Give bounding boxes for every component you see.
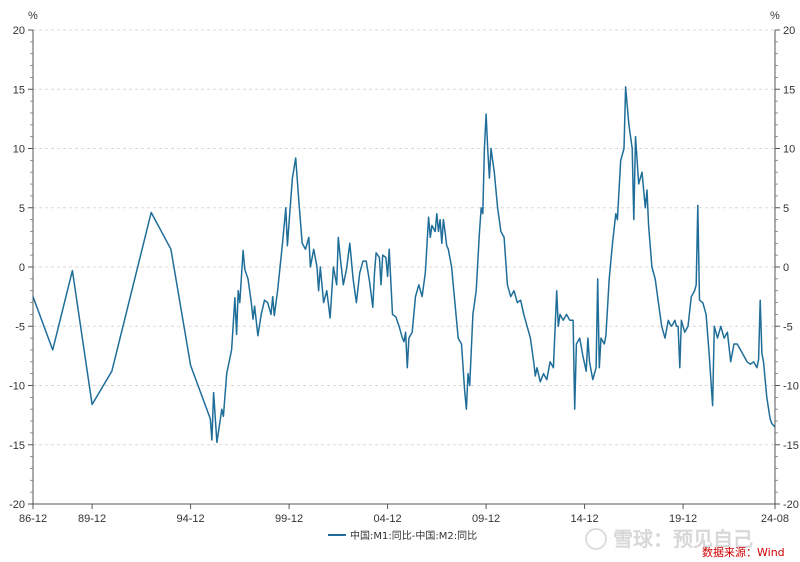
y-tick-label-left: 10 [13,144,25,156]
y-tick-label-left: 15 [13,84,25,96]
legend-label: 中国:M1:同比-中国:M2:同比 [350,529,477,542]
series-layer [32,86,776,444]
x-tick-label: 86-12 [19,513,47,525]
y-axis-right: 20 15 10 5 0 -5 -10 -15 -20 [775,25,799,511]
x-tick-label: 14-12 [571,513,599,525]
y-tick-label-right: -20 [783,499,799,511]
y-tick-label-right: 5 [783,203,789,215]
legend[interactable]: 中国:M1:同比-中国:M2:同比 [328,529,477,542]
x-axis: 86-12 89-12 94-12 99-12 04-12 09-12 14-12 19-12… [19,504,789,525]
x-tick-label: 04-12 [374,513,402,525]
data-source: 数据来源：Wind [702,545,785,559]
y-tick-label-left: 20 [13,25,25,37]
y-unit-right: % [770,10,780,22]
snowball-logo-icon [585,528,607,550]
x-tick-label: 89-12 [78,513,106,525]
y-tick-label-left: -20 [9,499,25,511]
y-tick-label-right: -5 [783,321,793,333]
y-tick-label-right: -10 [783,381,799,393]
y-tick-label-left: -15 [9,440,25,452]
y-axis-left: 20 15 10 5 0 -5 -10 -15 -20 [9,25,33,511]
y-unit-left: % [28,10,38,22]
y-tick-label-right: 10 [783,144,795,156]
watermark: 雪球：预见自己 [585,527,753,551]
x-tick-label: 24-08 [761,513,789,525]
x-tick-label: 09-12 [472,513,500,525]
y-tick-label-right: 0 [783,262,789,274]
y-tick-label-left: 5 [19,203,25,215]
y-tick-label-left: -10 [9,381,25,393]
y-tick-label-right: 20 [783,25,795,37]
series-line [32,86,776,444]
x-tick-label: 19-12 [669,513,697,525]
x-tick-label: 99-12 [275,513,303,525]
x-tick-label: 94-12 [177,513,205,525]
y-tick-label-right: -15 [783,440,799,452]
y-tick-label-left: -5 [15,321,25,333]
watermark-text: 雪球：预见自己 [613,527,753,551]
y-tick-label-right: 15 [783,84,795,96]
y-tick-label-left: 0 [19,262,25,274]
